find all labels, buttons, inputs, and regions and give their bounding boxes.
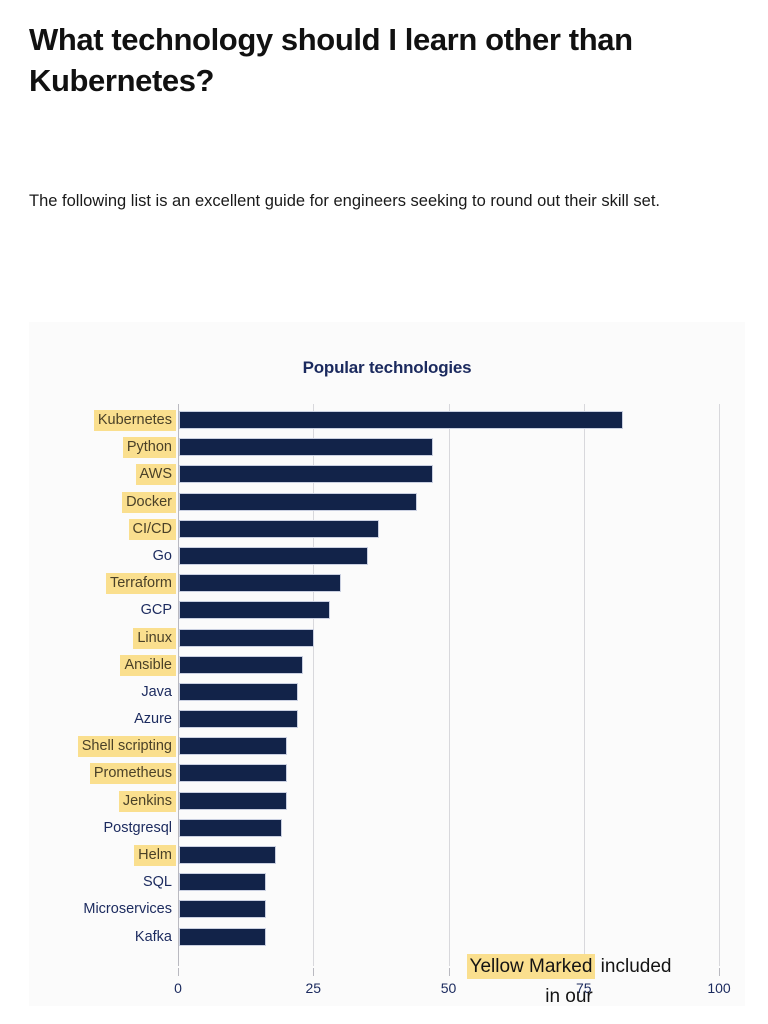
bar-label-prometheus: Prometheus bbox=[89, 763, 176, 785]
bar-label-gcp: GCP bbox=[140, 602, 172, 619]
bar-label-kafka: Kafka bbox=[134, 928, 172, 945]
bar-row: Prometheus bbox=[29, 761, 745, 788]
bar-label-java: Java bbox=[141, 683, 172, 700]
bar-label-helm: Helm bbox=[134, 845, 176, 866]
bar-label-aws: AWS bbox=[135, 464, 176, 486]
page-title: What technology should I learn other tha… bbox=[29, 22, 633, 98]
bar-row: Postgresql bbox=[29, 816, 745, 843]
bar-row: SQL bbox=[29, 870, 745, 897]
article-header: What technology should I learn other tha… bbox=[29, 20, 729, 102]
bar-label-kubernetes: Kubernetes bbox=[93, 410, 176, 431]
x-tick-mark-25 bbox=[313, 968, 315, 976]
promo-line-2: in our bbox=[545, 986, 593, 1007]
bar-ansible bbox=[179, 655, 304, 674]
bar-row: AWS bbox=[29, 462, 745, 489]
bar-label-shell-scripting: Shell scripting bbox=[77, 736, 176, 758]
promo-marked-text: Yellow Marked bbox=[466, 954, 596, 979]
gridline-25 bbox=[313, 404, 315, 966]
bar-label-terraform: Terraform bbox=[105, 573, 176, 595]
gridline-100 bbox=[719, 404, 720, 966]
chart-gridlines bbox=[29, 322, 745, 1006]
x-tick-label-0: 0 bbox=[174, 980, 182, 996]
bar-label-ansible: Ansible bbox=[120, 654, 176, 676]
bar-row: Azure bbox=[29, 707, 745, 734]
bar-microservices bbox=[179, 900, 266, 919]
bar-docker bbox=[179, 492, 418, 511]
bar-row: Microservices bbox=[29, 897, 745, 924]
bar-row: Shell scripting bbox=[29, 734, 745, 761]
promo-annotation: Yellow Marked included in our DEVOPS BOO… bbox=[389, 952, 749, 1024]
x-tick-label-75: 75 bbox=[575, 980, 592, 996]
bar-label-postgresql: Postgresql bbox=[103, 819, 172, 836]
promo-line-1: Yellow Marked included bbox=[389, 952, 749, 982]
x-tick-mark-100 bbox=[719, 968, 720, 976]
bar-label-microservices: Microservices bbox=[83, 901, 172, 918]
bar-row: Kubernetes bbox=[29, 408, 745, 435]
chart-card: Popular technologies Kubernetes Python AWS… bbox=[29, 322, 745, 1007]
bar-row: Kafka bbox=[29, 925, 745, 952]
bar-kubernetes bbox=[179, 411, 623, 429]
bar-postgresql bbox=[179, 818, 282, 837]
bar-aws bbox=[179, 465, 434, 484]
bar-label-sql: SQL bbox=[142, 874, 172, 891]
bar-terraform bbox=[179, 574, 342, 593]
bar-label-linux: Linux bbox=[133, 627, 176, 649]
bar-row: CI/CD bbox=[29, 517, 745, 544]
article-intro-paragraph: The following list is an excellent guide… bbox=[29, 192, 661, 210]
x-tick-label-25: 25 bbox=[305, 980, 322, 996]
bar-label-azure: Azure bbox=[134, 711, 172, 728]
bar-ci-cd bbox=[179, 519, 380, 538]
gridline-75 bbox=[583, 404, 585, 966]
bar-row: Java bbox=[29, 680, 745, 707]
bar-row: GCP bbox=[29, 598, 745, 625]
gridline-50 bbox=[448, 404, 450, 966]
bar-kafka bbox=[179, 927, 266, 946]
bar-row: Terraform bbox=[29, 571, 745, 598]
x-tick-label-50: 50 bbox=[440, 980, 457, 996]
x-axis-ticks: 0 25 50 75 100 bbox=[29, 968, 745, 998]
bar-helm bbox=[179, 846, 277, 864]
bar-row: Go bbox=[29, 544, 745, 571]
bar-row: Jenkins bbox=[29, 789, 745, 816]
x-tick-mark-0 bbox=[178, 968, 179, 976]
bar-row: Helm bbox=[29, 843, 745, 870]
bar-row: Linux bbox=[29, 626, 745, 653]
bar-label-jenkins: Jenkins bbox=[118, 790, 176, 812]
bar-chart-plot: Kubernetes Python AWS Docker CI/CD Go Terrafor… bbox=[29, 322, 745, 1006]
bar-label-ci-cd: CI/CD bbox=[128, 518, 176, 540]
bar-label-go: Go bbox=[152, 547, 172, 564]
bar-sql bbox=[179, 873, 266, 892]
chart-title: Popular technologies bbox=[302, 358, 472, 377]
bar-jenkins bbox=[179, 791, 288, 810]
bar-gcp bbox=[179, 601, 331, 620]
bar-python bbox=[179, 438, 434, 457]
bar-shell-scripting bbox=[179, 737, 288, 756]
bar-label-docker: Docker bbox=[122, 491, 176, 513]
bar-label-python: Python bbox=[122, 437, 176, 459]
bar-prometheus bbox=[179, 764, 288, 783]
y-axis-line bbox=[178, 404, 180, 966]
bar-rows: Kubernetes Python AWS Docker CI/CD Go Terrafor… bbox=[29, 408, 745, 952]
bar-go bbox=[179, 546, 369, 565]
bar-row: Docker bbox=[29, 490, 745, 517]
bar-row: Python bbox=[29, 435, 745, 462]
bar-java bbox=[179, 682, 299, 701]
promo-line-1-rest: included bbox=[595, 956, 672, 977]
x-tick-label-100: 100 bbox=[707, 980, 731, 996]
bar-azure bbox=[179, 710, 299, 729]
x-tick-mark-50 bbox=[448, 968, 450, 976]
bar-row: Ansible bbox=[29, 653, 745, 680]
bar-linux bbox=[179, 628, 315, 647]
